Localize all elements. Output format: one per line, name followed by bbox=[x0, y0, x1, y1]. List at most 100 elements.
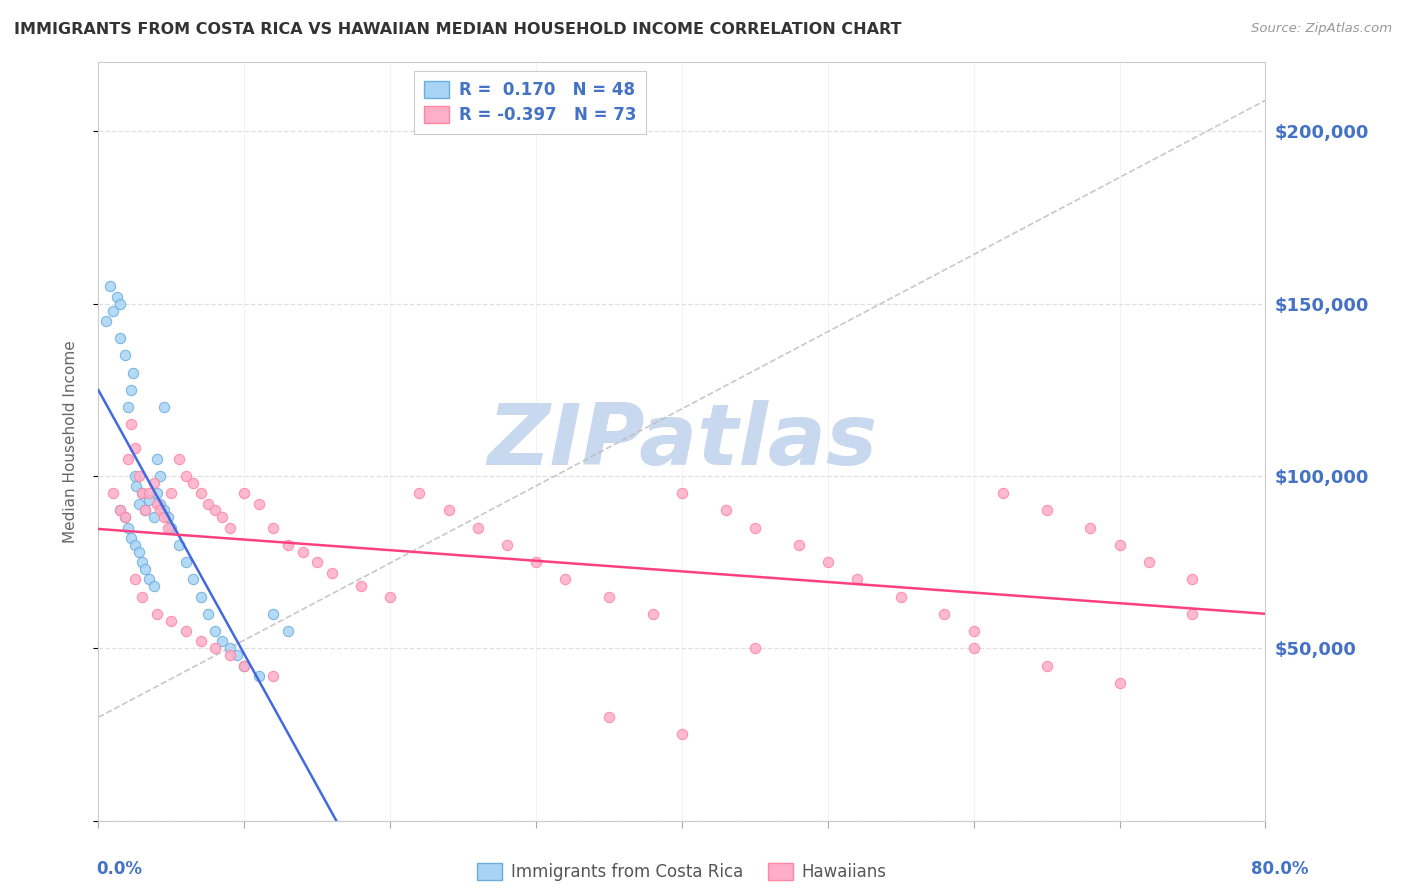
Point bbox=[204, 503, 226, 517]
Point bbox=[98, 279, 121, 293]
Point bbox=[157, 510, 180, 524]
Point bbox=[142, 510, 165, 524]
Point bbox=[117, 521, 139, 535]
Point bbox=[218, 641, 240, 656]
Point bbox=[233, 486, 256, 500]
Point bbox=[218, 648, 240, 663]
Point bbox=[124, 573, 146, 587]
Point bbox=[128, 545, 150, 559]
Point bbox=[120, 417, 142, 432]
Point bbox=[131, 486, 153, 500]
Point bbox=[110, 503, 132, 517]
Point bbox=[146, 497, 169, 511]
Point bbox=[262, 607, 284, 621]
Point bbox=[131, 590, 153, 604]
Point bbox=[1181, 607, 1204, 621]
Point bbox=[128, 497, 150, 511]
Point bbox=[149, 469, 172, 483]
Point bbox=[134, 562, 156, 576]
Point bbox=[247, 497, 270, 511]
Point bbox=[146, 486, 169, 500]
Legend: Immigrants from Costa Rica, Hawaiians: Immigrants from Costa Rica, Hawaiians bbox=[471, 856, 893, 888]
Point bbox=[101, 486, 124, 500]
Point bbox=[277, 538, 299, 552]
Point bbox=[110, 296, 132, 310]
Point bbox=[1108, 538, 1130, 552]
Point bbox=[131, 555, 153, 569]
Point bbox=[110, 331, 132, 345]
Point bbox=[262, 521, 284, 535]
Point bbox=[598, 590, 620, 604]
Point bbox=[142, 475, 165, 490]
Point bbox=[714, 503, 737, 517]
Point bbox=[218, 521, 240, 535]
Point bbox=[211, 634, 233, 648]
Point bbox=[671, 727, 693, 741]
Point bbox=[120, 383, 142, 397]
Text: 0.0%: 0.0% bbox=[97, 860, 142, 878]
Point bbox=[437, 503, 460, 517]
Point bbox=[190, 634, 212, 648]
Point bbox=[105, 290, 128, 304]
Point bbox=[157, 521, 180, 535]
Point bbox=[138, 493, 160, 508]
Point bbox=[524, 555, 547, 569]
Point bbox=[128, 469, 150, 483]
Point bbox=[408, 486, 430, 500]
Point bbox=[138, 573, 160, 587]
Point bbox=[744, 641, 766, 656]
Point bbox=[114, 510, 136, 524]
Point bbox=[1137, 555, 1160, 569]
Text: ZIPatlas: ZIPatlas bbox=[486, 400, 877, 483]
Point bbox=[1035, 658, 1057, 673]
Point bbox=[160, 486, 183, 500]
Point bbox=[94, 314, 117, 328]
Point bbox=[890, 590, 912, 604]
Point bbox=[120, 531, 142, 545]
Y-axis label: Median Household Income: Median Household Income bbox=[63, 340, 77, 543]
Point bbox=[211, 510, 233, 524]
Point bbox=[962, 641, 984, 656]
Point bbox=[124, 469, 146, 483]
Point bbox=[146, 607, 169, 621]
Point bbox=[247, 669, 270, 683]
Point bbox=[226, 648, 249, 663]
Point bbox=[1181, 573, 1204, 587]
Point bbox=[190, 590, 212, 604]
Point bbox=[962, 624, 984, 639]
Point bbox=[122, 366, 145, 380]
Point bbox=[153, 503, 176, 517]
Point bbox=[641, 607, 664, 621]
Point bbox=[1108, 675, 1130, 690]
Point bbox=[167, 538, 190, 552]
Point bbox=[467, 521, 489, 535]
Point bbox=[174, 555, 197, 569]
Point bbox=[817, 555, 839, 569]
Point bbox=[197, 497, 219, 511]
Point bbox=[124, 442, 146, 456]
Point bbox=[190, 486, 212, 500]
Point bbox=[142, 579, 165, 593]
Text: Source: ZipAtlas.com: Source: ZipAtlas.com bbox=[1251, 22, 1392, 36]
Text: 80.0%: 80.0% bbox=[1251, 860, 1308, 878]
Point bbox=[291, 545, 314, 559]
Point bbox=[1080, 521, 1102, 535]
Point bbox=[124, 538, 146, 552]
Point bbox=[934, 607, 956, 621]
Point bbox=[277, 624, 299, 639]
Point bbox=[846, 573, 869, 587]
Point bbox=[991, 486, 1014, 500]
Point bbox=[110, 503, 132, 517]
Point bbox=[554, 573, 576, 587]
Point bbox=[114, 348, 136, 362]
Point bbox=[125, 479, 148, 493]
Point bbox=[117, 451, 139, 466]
Point bbox=[138, 486, 160, 500]
Point bbox=[744, 521, 766, 535]
Point bbox=[117, 400, 139, 414]
Point bbox=[204, 641, 226, 656]
Point bbox=[262, 669, 284, 683]
Point bbox=[134, 503, 156, 517]
Point bbox=[496, 538, 519, 552]
Point bbox=[167, 451, 190, 466]
